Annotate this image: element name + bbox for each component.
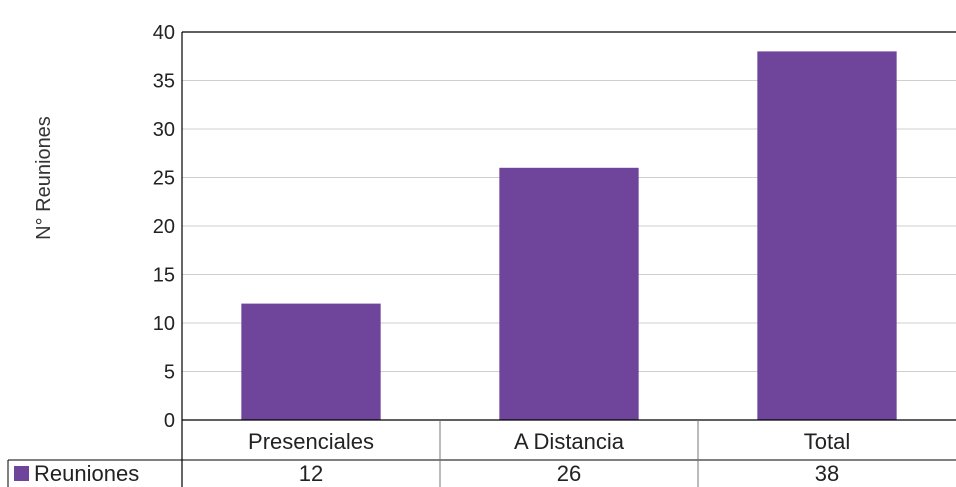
legend-swatch	[14, 466, 29, 481]
x-tick-label: A Distancia	[514, 429, 625, 454]
bar	[757, 51, 897, 421]
bar	[241, 303, 381, 420]
y-tick-label: 35	[153, 71, 175, 93]
y-axis-ticks: 0 5 10 15 20 25 30 35 40	[153, 22, 175, 432]
legend-label: Reuniones	[34, 461, 139, 486]
bars	[241, 51, 897, 421]
y-axis-label: N° Reuniones	[33, 116, 55, 240]
y-tick-label: 5	[164, 362, 175, 384]
y-tick-label: 25	[153, 168, 175, 190]
x-tick-label: Total	[804, 429, 850, 454]
data-table: Presenciales 12 A Distancia 26 Total 38 Reunio…	[7, 420, 956, 487]
y-tick-label: 15	[153, 265, 175, 287]
data-label: 12	[299, 461, 323, 486]
y-tick-label: 30	[153, 119, 175, 141]
y-tick-label: 40	[153, 22, 175, 44]
y-tick-label: 0	[164, 410, 175, 432]
data-label: 26	[557, 461, 581, 486]
axes	[181, 31, 956, 487]
data-label: 38	[815, 461, 839, 486]
x-tick-label: Presenciales	[248, 429, 374, 454]
y-tick-label: 10	[153, 313, 175, 335]
bar	[499, 167, 639, 420]
y-tick-label: 20	[153, 216, 175, 238]
